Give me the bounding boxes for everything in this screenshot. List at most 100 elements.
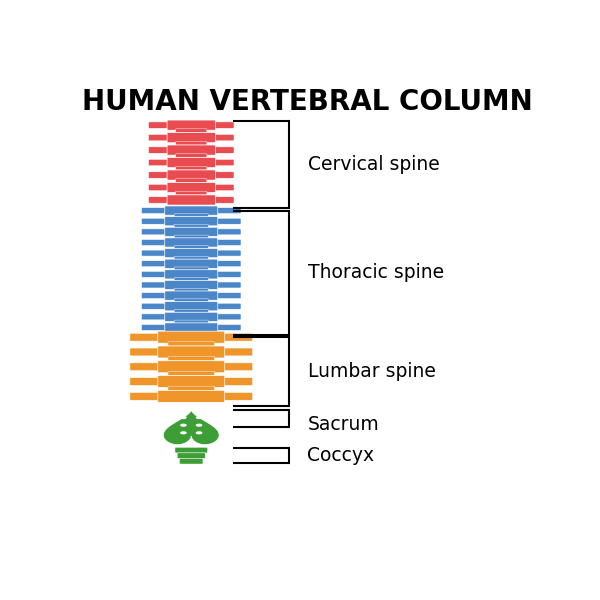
FancyBboxPatch shape [148, 197, 169, 203]
FancyBboxPatch shape [158, 376, 225, 388]
Ellipse shape [180, 424, 187, 427]
FancyBboxPatch shape [142, 314, 167, 320]
FancyBboxPatch shape [148, 184, 169, 191]
FancyBboxPatch shape [214, 160, 234, 166]
FancyBboxPatch shape [174, 246, 208, 249]
FancyBboxPatch shape [130, 348, 160, 356]
FancyBboxPatch shape [142, 325, 167, 331]
FancyBboxPatch shape [214, 184, 234, 191]
Polygon shape [163, 410, 219, 445]
FancyBboxPatch shape [174, 299, 208, 302]
FancyBboxPatch shape [176, 129, 207, 133]
FancyBboxPatch shape [142, 303, 167, 309]
FancyBboxPatch shape [165, 227, 218, 236]
FancyBboxPatch shape [214, 134, 234, 141]
FancyBboxPatch shape [165, 270, 218, 279]
FancyBboxPatch shape [158, 391, 225, 403]
FancyBboxPatch shape [175, 448, 208, 453]
FancyBboxPatch shape [174, 224, 208, 227]
Ellipse shape [180, 431, 187, 434]
FancyBboxPatch shape [174, 320, 208, 323]
FancyBboxPatch shape [148, 172, 169, 178]
FancyBboxPatch shape [216, 282, 241, 288]
FancyBboxPatch shape [174, 278, 208, 281]
FancyBboxPatch shape [158, 346, 225, 358]
Text: Coccyx: Coccyx [308, 446, 374, 465]
FancyBboxPatch shape [176, 154, 207, 157]
FancyBboxPatch shape [168, 356, 215, 361]
FancyBboxPatch shape [168, 371, 215, 376]
FancyBboxPatch shape [216, 303, 241, 309]
FancyBboxPatch shape [176, 166, 207, 170]
FancyBboxPatch shape [214, 122, 234, 128]
FancyBboxPatch shape [176, 191, 207, 195]
FancyBboxPatch shape [214, 147, 234, 154]
FancyBboxPatch shape [167, 157, 215, 167]
FancyBboxPatch shape [168, 386, 215, 391]
FancyBboxPatch shape [216, 314, 241, 320]
FancyBboxPatch shape [179, 458, 203, 464]
FancyBboxPatch shape [223, 363, 253, 371]
FancyBboxPatch shape [167, 120, 215, 130]
FancyBboxPatch shape [142, 293, 167, 299]
FancyBboxPatch shape [216, 325, 241, 331]
FancyBboxPatch shape [130, 333, 160, 341]
FancyBboxPatch shape [130, 377, 160, 385]
FancyBboxPatch shape [142, 250, 167, 256]
FancyBboxPatch shape [165, 238, 218, 247]
Text: Thoracic spine: Thoracic spine [308, 263, 443, 282]
FancyBboxPatch shape [148, 134, 169, 141]
FancyBboxPatch shape [142, 261, 167, 267]
FancyBboxPatch shape [168, 342, 215, 346]
Text: Lumbar spine: Lumbar spine [308, 362, 436, 382]
FancyBboxPatch shape [177, 453, 205, 458]
FancyBboxPatch shape [174, 256, 208, 260]
FancyBboxPatch shape [174, 214, 208, 217]
FancyBboxPatch shape [165, 217, 218, 226]
FancyBboxPatch shape [130, 363, 160, 371]
Text: HUMAN VERTEBRAL COLUMN: HUMAN VERTEBRAL COLUMN [82, 88, 533, 116]
FancyBboxPatch shape [167, 170, 215, 180]
FancyBboxPatch shape [167, 195, 215, 205]
FancyBboxPatch shape [216, 239, 241, 245]
FancyBboxPatch shape [167, 133, 215, 143]
FancyBboxPatch shape [165, 312, 218, 322]
FancyBboxPatch shape [165, 291, 218, 300]
Text: Sacrum: Sacrum [308, 415, 379, 434]
FancyBboxPatch shape [148, 147, 169, 154]
FancyBboxPatch shape [158, 361, 225, 373]
FancyBboxPatch shape [223, 377, 253, 385]
FancyBboxPatch shape [142, 239, 167, 245]
FancyBboxPatch shape [214, 172, 234, 178]
FancyBboxPatch shape [176, 179, 207, 182]
Ellipse shape [180, 416, 187, 419]
FancyBboxPatch shape [176, 141, 207, 145]
FancyBboxPatch shape [216, 229, 241, 235]
FancyBboxPatch shape [223, 333, 253, 341]
Text: Cervical spine: Cervical spine [308, 155, 439, 174]
FancyBboxPatch shape [130, 392, 160, 400]
FancyBboxPatch shape [165, 259, 218, 268]
Ellipse shape [196, 416, 202, 419]
FancyBboxPatch shape [216, 261, 241, 267]
FancyBboxPatch shape [223, 348, 253, 356]
FancyBboxPatch shape [165, 206, 218, 215]
FancyBboxPatch shape [214, 197, 234, 203]
FancyBboxPatch shape [167, 182, 215, 193]
FancyBboxPatch shape [148, 122, 169, 128]
FancyBboxPatch shape [142, 271, 167, 277]
FancyBboxPatch shape [142, 229, 167, 235]
FancyBboxPatch shape [142, 208, 167, 214]
FancyBboxPatch shape [174, 235, 208, 238]
FancyBboxPatch shape [216, 250, 241, 256]
FancyBboxPatch shape [174, 310, 208, 313]
FancyBboxPatch shape [142, 282, 167, 288]
FancyBboxPatch shape [216, 293, 241, 299]
FancyBboxPatch shape [174, 288, 208, 292]
FancyBboxPatch shape [167, 145, 215, 155]
FancyBboxPatch shape [165, 280, 218, 290]
Ellipse shape [196, 424, 202, 427]
FancyBboxPatch shape [216, 271, 241, 277]
FancyBboxPatch shape [165, 302, 218, 311]
FancyBboxPatch shape [223, 392, 253, 400]
